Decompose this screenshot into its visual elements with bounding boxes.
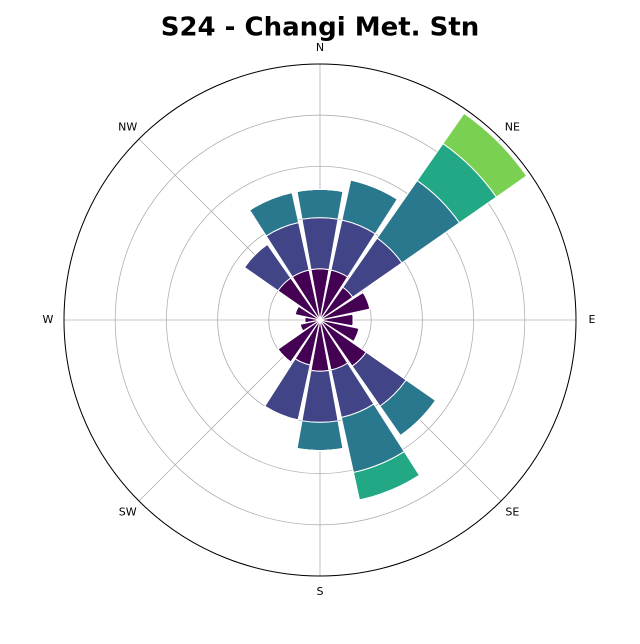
wind-bar (297, 189, 343, 219)
direction-label: NW (118, 121, 137, 134)
wind-bar (297, 421, 343, 451)
direction-label: NE (505, 121, 520, 134)
direction-label: E (589, 313, 596, 326)
direction-label: S (317, 585, 324, 598)
direction-label: SW (119, 505, 137, 518)
direction-label: N (316, 41, 324, 54)
chart-title: S24 - Changi Met. Stn (161, 13, 480, 43)
wind-bar (353, 314, 354, 326)
direction-label: SE (505, 505, 519, 518)
direction-label: W (43, 313, 54, 326)
